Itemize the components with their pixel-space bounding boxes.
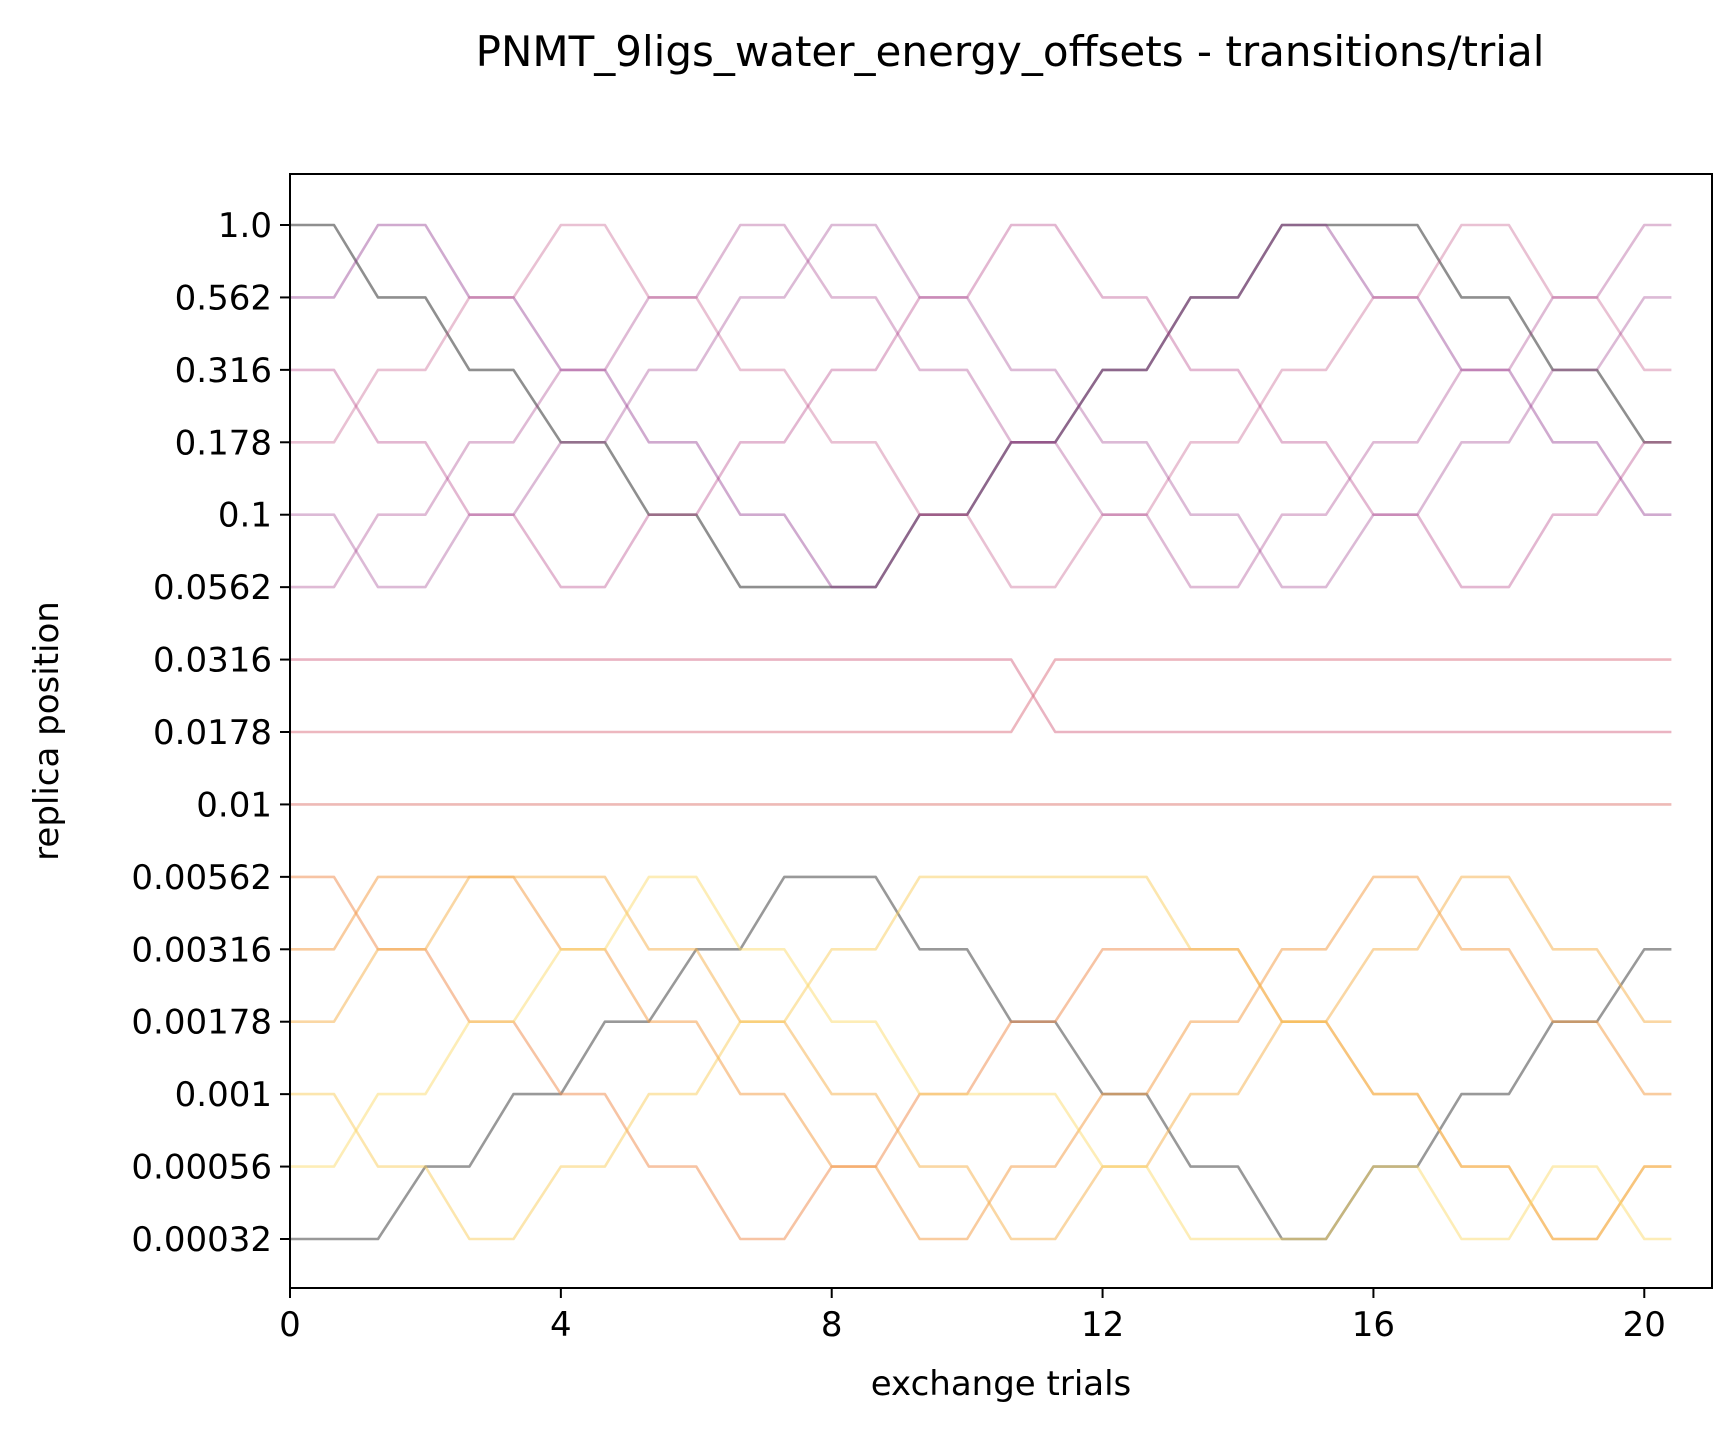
y-tick-label: 0.0178	[153, 713, 272, 753]
replica-line-10	[290, 875, 1672, 1241]
x-tick-label: 20	[1623, 1305, 1666, 1345]
y-tick-label: 0.00316	[131, 930, 272, 970]
x-tick-label: 0	[279, 1305, 301, 1345]
replica-lines	[290, 223, 1672, 1241]
replica-line-11	[290, 875, 1672, 1241]
replica-line-15	[290, 875, 1672, 1241]
y-tick-label: 1.0	[218, 206, 272, 246]
replica-line-4	[290, 223, 1672, 589]
x-tick-label: 16	[1352, 1305, 1395, 1345]
y-tick-label: 0.0316	[153, 641, 272, 681]
y-tick-label: 0.01	[196, 785, 272, 825]
y-tick-label: 0.0562	[153, 568, 272, 608]
y-axis-label: replica position	[27, 601, 67, 861]
replica-line-2	[290, 223, 1672, 589]
replica-line-14	[290, 875, 1672, 1241]
y-tick-label: 0.316	[175, 351, 272, 391]
replica-line-13	[290, 875, 1672, 1241]
replica-line-8	[290, 658, 1672, 734]
y-tick-label: 0.562	[175, 278, 272, 318]
x-axis-ticks: 0 4 8 12 16 20	[279, 1288, 1666, 1345]
y-axis-ticks: 0.00032 0.00056 0.001 0.00178 0.00316 0.00562…	[131, 206, 290, 1260]
x-tick-label: 4	[550, 1305, 572, 1345]
replica-line-3	[290, 223, 1672, 589]
replica-line-1	[290, 223, 1672, 589]
x-tick-label: 12	[1081, 1305, 1124, 1345]
y-tick-label: 0.00562	[131, 858, 272, 898]
replica-line-12	[290, 875, 1672, 1241]
y-tick-label: 0.00056	[131, 1148, 272, 1188]
y-tick-label: 0.00178	[131, 1003, 272, 1043]
replica-line-5	[290, 223, 1672, 589]
chart-title: PNMT_9ligs_water_energy_offsets - transi…	[476, 27, 1545, 76]
y-tick-label: 0.178	[175, 423, 272, 463]
y-tick-label: 0.001	[175, 1075, 272, 1115]
x-axis-label: exchange trials	[871, 1364, 1132, 1404]
y-tick-label: 0.1	[218, 496, 272, 536]
replica-line-6	[290, 223, 1672, 589]
replica-line-7	[290, 658, 1672, 734]
y-tick-label: 0.00032	[131, 1220, 272, 1260]
x-tick-label: 8	[821, 1305, 843, 1345]
